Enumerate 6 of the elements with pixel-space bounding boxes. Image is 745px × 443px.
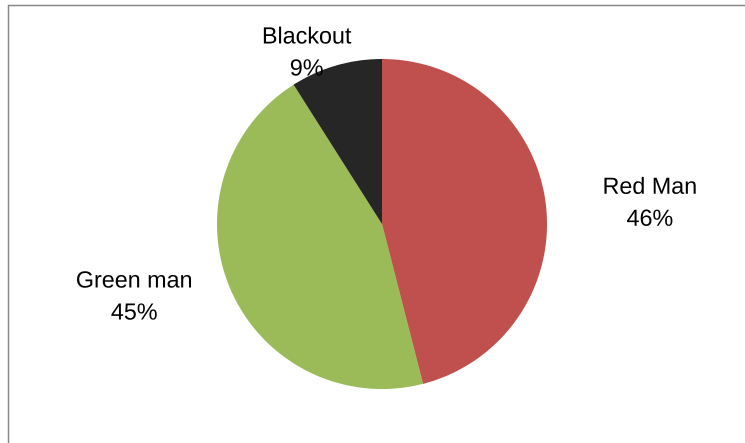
slice-label: Red Man [604, 176, 696, 194]
data-label: 9% [290, 59, 323, 76]
data-label: 45% [111, 303, 157, 320]
data-label: 46% [627, 209, 672, 226]
slice-label: Green man [77, 271, 192, 288]
slice-label: Blackout [264, 26, 352, 44]
